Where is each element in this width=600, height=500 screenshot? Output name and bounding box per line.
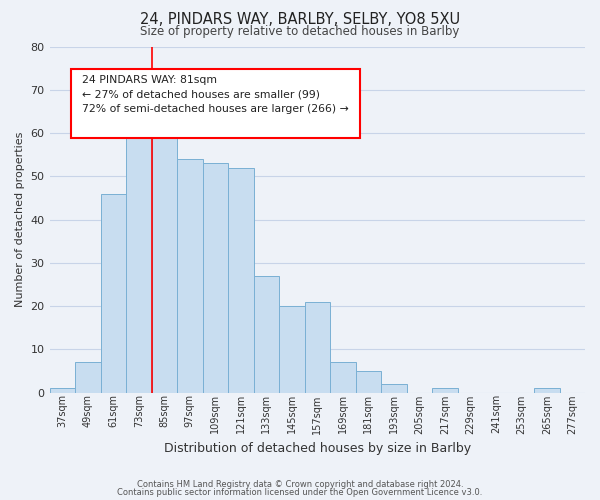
- Bar: [101, 194, 126, 393]
- Bar: [381, 384, 407, 393]
- Bar: [305, 302, 330, 393]
- Bar: [279, 306, 305, 393]
- Bar: [50, 388, 75, 393]
- Bar: [152, 124, 177, 393]
- Bar: [534, 388, 560, 393]
- Text: Contains public sector information licensed under the Open Government Licence v3: Contains public sector information licen…: [118, 488, 482, 497]
- Bar: [432, 388, 458, 393]
- Bar: [228, 168, 254, 393]
- Bar: [75, 362, 101, 393]
- Text: 24 PINDARS WAY: 81sqm
← 27% of detached houses are smaller (99)
72% of semi-deta: 24 PINDARS WAY: 81sqm ← 27% of detached …: [82, 75, 349, 114]
- Bar: [330, 362, 356, 393]
- Bar: [126, 103, 152, 393]
- Text: 24, PINDARS WAY, BARLBY, SELBY, YO8 5XU: 24, PINDARS WAY, BARLBY, SELBY, YO8 5XU: [140, 12, 460, 28]
- Bar: [203, 164, 228, 393]
- X-axis label: Distribution of detached houses by size in Barlby: Distribution of detached houses by size …: [164, 442, 471, 455]
- Text: Contains HM Land Registry data © Crown copyright and database right 2024.: Contains HM Land Registry data © Crown c…: [137, 480, 463, 489]
- Text: Size of property relative to detached houses in Barlby: Size of property relative to detached ho…: [140, 25, 460, 38]
- Bar: [254, 276, 279, 393]
- Bar: [356, 371, 381, 393]
- FancyBboxPatch shape: [71, 69, 360, 138]
- Y-axis label: Number of detached properties: Number of detached properties: [15, 132, 25, 308]
- Bar: [177, 159, 203, 393]
